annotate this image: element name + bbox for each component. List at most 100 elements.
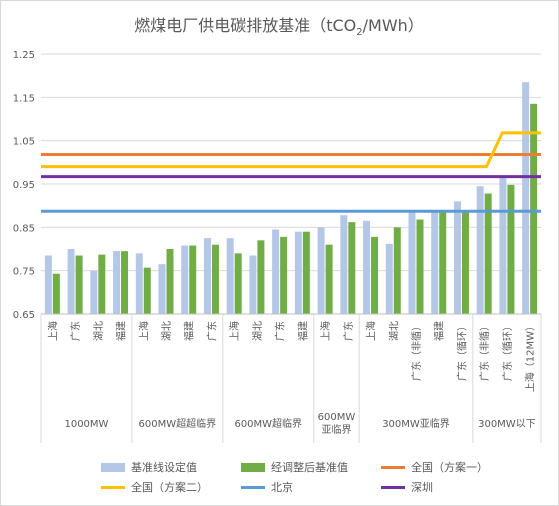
legend-label-baseline: 基准线设定值 (131, 461, 197, 474)
bar-adjusted (393, 227, 401, 314)
bar-baseline (408, 210, 416, 314)
bar-baseline (90, 270, 98, 314)
bars (44, 82, 538, 315)
legend-item-shenzhen: 深圳 (381, 479, 521, 495)
category-label: 广东（循环） (455, 321, 468, 381)
y-axis: 0.65 0.75 0.85 0.95 1.05 1.15 1.25 (13, 50, 35, 321)
bar-adjusted (439, 210, 447, 314)
category-label: 湖北 (93, 321, 105, 341)
y-tick-label: 0.65 (13, 310, 35, 321)
bar-adjusted (189, 245, 197, 314)
y-tick-label: 1.25 (13, 50, 35, 61)
legend-swatch-baseline (101, 462, 125, 472)
chart-title-main: 燃煤电厂供电碳排放基准（tCO (134, 16, 356, 35)
legend-swatch-adjusted (241, 462, 265, 472)
group-label: 600MW超临界 (234, 417, 302, 430)
bar-adjusted (121, 251, 129, 314)
legend-item-national-1: 全国（方案一） (381, 459, 521, 475)
bar-baseline (226, 238, 234, 314)
bar-adjusted (507, 184, 515, 314)
bar-baseline (522, 82, 530, 315)
bar-adjusted (257, 240, 265, 314)
bar-adjusted (75, 255, 83, 314)
category-label: 广东 (342, 321, 355, 341)
bar-adjusted (371, 236, 379, 314)
legend-row-2: 全国（方案二） 北京 深圳 (101, 477, 521, 497)
legend-label-adjusted: 经调整后基准值 (271, 461, 348, 474)
legend-line-national-1 (381, 465, 405, 469)
reference-line (41, 131, 541, 169)
category-label: 广东 (205, 321, 218, 341)
category-label: 福建 (183, 321, 196, 341)
reference-lines (41, 131, 541, 213)
bar-baseline (272, 229, 280, 314)
bar-adjusted (166, 249, 174, 314)
category-label: 上海 (319, 321, 332, 341)
bar-baseline (67, 249, 75, 314)
group-label: 300MW亚临界 (382, 417, 450, 430)
category-label: 上海 (46, 321, 59, 341)
group-label: 亚临界 (321, 423, 351, 436)
chart-title-sub: 2 (356, 27, 362, 38)
category-label: 湖北 (161, 321, 173, 341)
category-label: 上海 (137, 321, 150, 341)
legend-line-shenzhen (381, 485, 405, 489)
bar-baseline (431, 210, 439, 314)
bar-adjusted (143, 267, 151, 314)
legend-line-beijing (241, 485, 265, 489)
bar-adjusted (461, 210, 469, 314)
legend: 基准线设定值 经调整后基准值 全国（方案一） 全国（方案二） 北京 深圳 (101, 457, 521, 497)
legend-item-baseline: 基准线设定值 (101, 459, 241, 475)
bar-baseline (203, 238, 211, 314)
bar-adjusted (530, 103, 538, 314)
bar-adjusted (484, 193, 492, 314)
bar-baseline (340, 215, 348, 314)
legend-label-shenzhen: 深圳 (411, 481, 433, 494)
category-label: 湖北 (252, 321, 264, 341)
bar-baseline (44, 255, 52, 314)
bar-baseline (294, 231, 302, 314)
bar-adjusted (325, 244, 333, 314)
group-label: 600MW (318, 412, 356, 423)
bar-adjusted (234, 253, 242, 314)
bar-adjusted (52, 273, 60, 314)
category-label: 福建 (115, 321, 128, 341)
bar-baseline (249, 255, 257, 314)
bar-baseline (453, 201, 461, 314)
y-tick-label: 1.15 (13, 93, 35, 104)
category-label: 广东 (69, 321, 82, 341)
chart-title: 燃煤电厂供电碳排放基准（tCO2/MWh） (134, 16, 424, 38)
legend-item-beijing: 北京 (241, 479, 381, 495)
y-tick-label: 0.85 (13, 223, 35, 234)
legend-item-adjusted: 经调整后基准值 (241, 459, 381, 475)
bar-adjusted (348, 222, 356, 314)
category-label: 福建 (296, 321, 309, 341)
category-label: 福建 (433, 321, 446, 341)
y-tick-label: 1.05 (13, 137, 35, 148)
legend-label-national-2: 全国（方案二） (131, 481, 208, 494)
legend-row-1: 基准线设定值 经调整后基准值 全国（方案一） (101, 457, 521, 477)
bar-adjusted (302, 231, 310, 314)
category-label: 上海 (365, 321, 378, 341)
group-label: 600MW超超临界 (139, 417, 217, 430)
bar-baseline (317, 227, 325, 314)
bar-baseline (135, 253, 143, 314)
chart-title-tail: /MWh） (363, 16, 424, 35)
bar-adjusted (211, 244, 219, 314)
bar-baseline (113, 251, 121, 314)
category-label: 广东（非循） (478, 321, 491, 381)
bar-baseline (158, 264, 166, 314)
category-label: 湖北 (388, 321, 400, 341)
legend-line-national-2 (101, 485, 125, 489)
bar-adjusted (416, 219, 424, 314)
legend-label-beijing: 北京 (271, 481, 293, 494)
bar-adjusted (280, 236, 288, 314)
y-tick-label: 0.95 (13, 180, 35, 191)
bar-baseline (499, 176, 507, 314)
y-tick-label: 0.75 (13, 267, 35, 278)
category-label: 广东（循环） (501, 321, 514, 381)
category-label: 广东 (274, 321, 287, 341)
bar-baseline (363, 220, 371, 314)
